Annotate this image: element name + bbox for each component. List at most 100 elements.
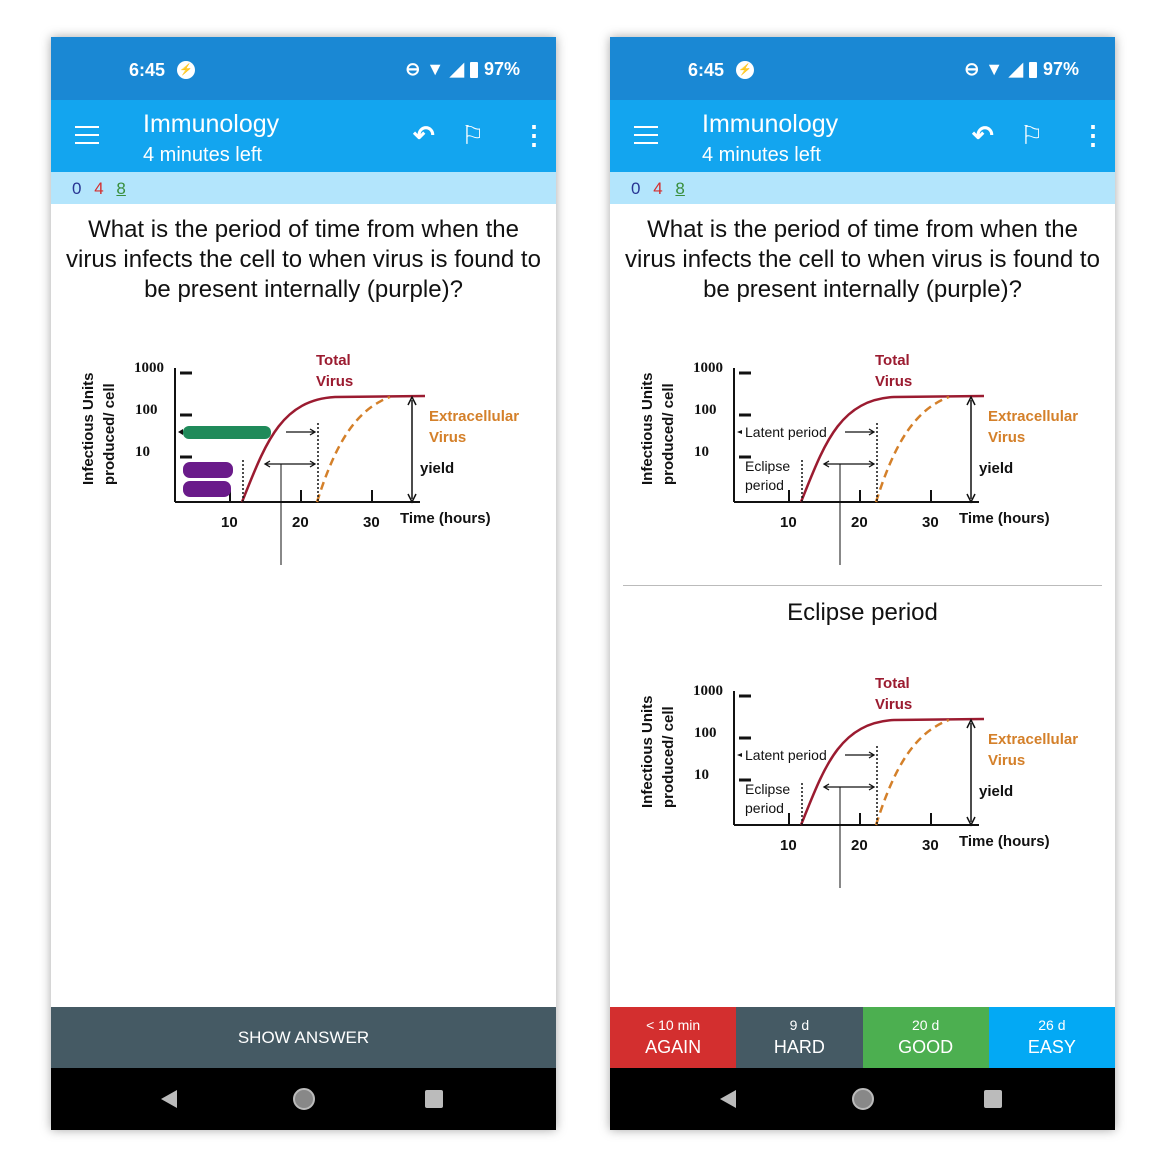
y-axis-label: Infectious Units [639,372,656,485]
divider [623,585,1102,586]
phone-question-screen: 6:45 ⚡ ⊖ ▼ ◢ 97% Immunology 4 minutes le… [51,37,556,1130]
y-tick-label: 100 [135,402,158,418]
extracellular-label: Virus [988,752,1025,769]
purple-cover-bar [183,462,233,478]
interval-arrow [822,460,876,468]
total-virus-curve [240,394,426,503]
x-tick-label: 30 [363,514,380,531]
question-diagram: Infectious Units produced/ cell 1000 100 10 1… [75,345,535,575]
messenger-icon: ⚡ [177,61,195,79]
more-vert-icon[interactable]: ⋮ [521,120,547,150]
battery-percent: 97% [483,59,520,79]
extracellular-virus-curve [874,395,950,503]
time-left: 4 minutes left [143,144,262,166]
green-cover-bar [183,426,271,439]
x-axis-label: Time (hours) [959,510,1050,527]
total-virus-label: Total [316,352,351,369]
y-tick-label: 1000 [134,360,164,376]
y-axis-label: Infectious Units [80,372,97,485]
menu-icon[interactable] [634,126,658,144]
y-axis-label: produced/ cell [101,383,118,485]
y-tick-label: 1000 [693,360,723,376]
flag-icon[interactable]: ⚐ [1020,120,1044,150]
card-counts: 0 4 8 [610,172,1115,204]
extracellular-virus-curve [874,718,950,826]
home-icon[interactable] [293,1088,315,1110]
y-tick-label: 100 [694,725,717,741]
undo-icon[interactable]: ↶ [413,120,435,150]
total-virus-label: Virus [875,696,912,713]
card-counts: 0 4 8 [51,172,556,204]
back-icon[interactable] [720,1090,736,1108]
status-bar: 6:45 ⚡ ⊖ ▼ ◢ 97% [610,37,1115,100]
latent-arrow [845,428,876,436]
back-icon[interactable] [161,1090,177,1108]
extracellular-label: Extracellular [988,408,1078,425]
deck-title: Immunology [143,110,280,138]
ease-interval: 26 d [1038,1017,1066,1033]
total-virus-label: Total [875,352,910,369]
messenger-icon: ⚡ [736,61,754,79]
show-answer-button[interactable]: SHOW ANSWER [51,1007,556,1068]
time-left: 4 minutes left [702,144,821,166]
recents-icon[interactable] [984,1090,1002,1108]
yield-label: yield [979,460,1013,477]
yield-label: yield [979,783,1013,800]
latent-arrow [286,428,317,436]
ease-button-hard[interactable]: 9 d HARD [736,1007,863,1068]
extracellular-virus-curve [315,395,391,503]
review-count: 8 [116,179,126,198]
deck-title: Immunology [702,110,839,138]
answer-diagram: Infectious Units produced/ cell 1000 100 10 1… [634,668,1094,898]
y-axis-label: produced/ cell [660,383,677,485]
ease-label: EASY [1027,1037,1076,1057]
y-tick-label: 100 [694,402,717,418]
answer-text: Eclipse period [787,599,938,626]
total-virus-label: Virus [875,373,912,390]
home-icon[interactable] [852,1088,874,1110]
ease-interval: < 10 min [646,1017,701,1033]
ease-label: GOOD [898,1037,954,1057]
x-tick-label: 30 [922,514,939,531]
signal-icon: ◢ [1009,59,1023,79]
recents-icon[interactable] [425,1090,443,1108]
ease-button-easy[interactable]: 26 d EASY [988,1007,1115,1068]
answer-diagram: Infectious Units produced/ cell 1000 100 10 1… [634,345,1094,575]
ease-interval: 20 d [912,1017,940,1033]
battery-icon [1028,61,1037,78]
ease-button-good[interactable]: 20 d GOOD [862,1007,989,1068]
y-axis-label: produced/ cell [660,706,677,808]
eclipse-period-label: Eclipse [745,458,790,474]
x-tick-label: 10 [221,514,238,531]
extracellular-label: Extracellular [988,731,1078,748]
y-axis-label: Infectious Units [639,695,656,808]
learning-count: 4 [94,179,104,198]
question-text: What is the period of time from when the… [625,216,1100,303]
battery-icon [469,61,478,78]
eclipse-period-label: period [745,477,784,493]
learning-count: 4 [653,179,663,198]
signal-icon: ◢ [450,59,464,79]
bottom-bar: SHOW ANSWER [51,1007,556,1068]
eclipse-period-label: Eclipse [745,781,790,797]
total-virus-curve [799,717,985,826]
x-tick-label: 20 [292,514,309,531]
x-tick-label: 20 [851,514,868,531]
yield-label: yield [420,460,454,477]
x-tick-label: 30 [922,837,939,854]
wifi-icon: ▼ [426,59,445,79]
ease-label: HARD [773,1037,825,1057]
more-vert-icon[interactable]: ⋮ [1080,120,1106,150]
interval-arrow [822,783,876,791]
menu-icon[interactable] [75,126,99,144]
y-tick-label: 10 [694,444,709,460]
ease-button-again[interactable]: < 10 min AGAIN [610,1007,737,1068]
new-count: 0 [72,179,82,198]
extracellular-label: Virus [988,429,1025,446]
flag-icon[interactable]: ⚐ [461,120,485,150]
extracellular-label: Virus [429,429,466,446]
undo-icon[interactable]: ↶ [972,120,994,150]
total-virus-label: Virus [316,373,353,390]
status-time: 6:45 [688,60,725,80]
latent-period-label: Latent period [745,747,827,763]
